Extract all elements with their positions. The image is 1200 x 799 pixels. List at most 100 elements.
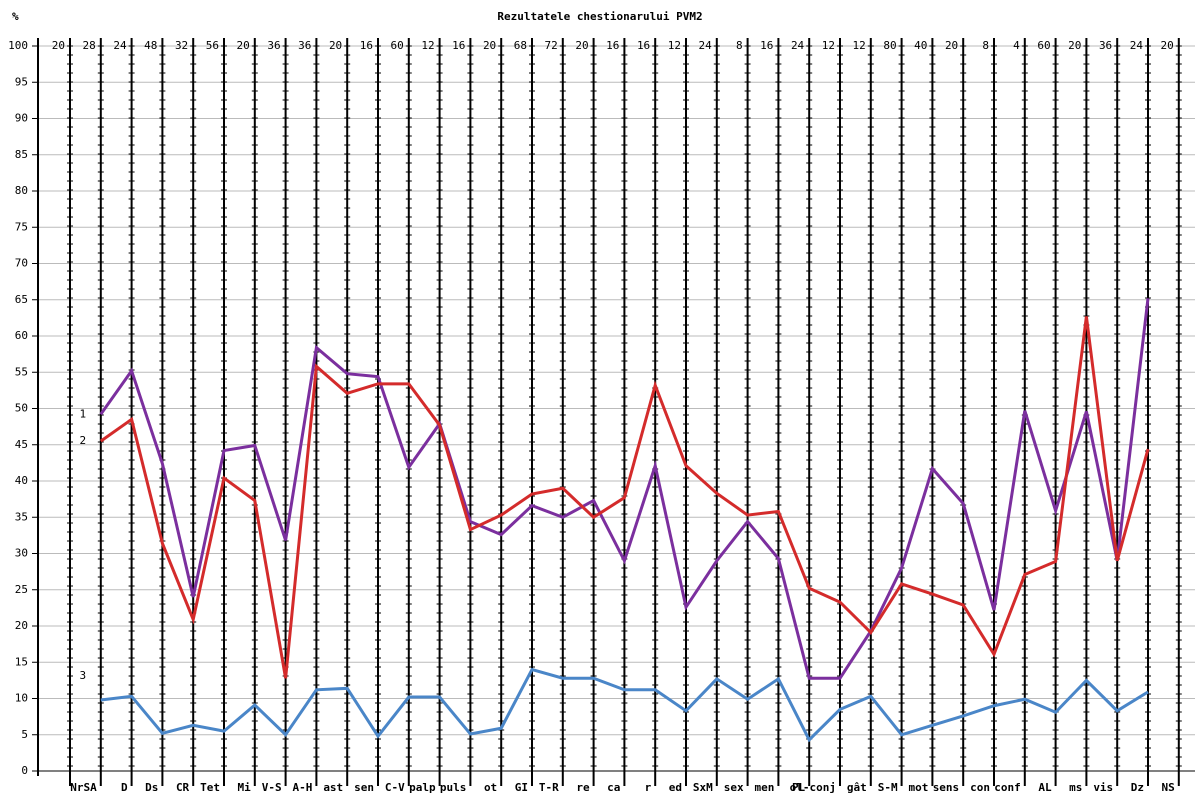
scale-max-label: 16 (637, 39, 650, 52)
scale-max-label: 24 (699, 39, 713, 52)
y-tick-label: 10 (15, 692, 28, 705)
x-tick-label: sex (724, 781, 744, 794)
series-line (100, 667, 1149, 743)
x-tick-label: T-R (539, 781, 559, 794)
y-tick-label: 75 (15, 220, 28, 233)
y-tick-label: 80 (15, 184, 28, 197)
scale-max-label: 56 (206, 39, 219, 52)
x-tick-label: AL (1038, 781, 1052, 794)
x-tick-label: r (645, 781, 652, 794)
x-tick-label: ca (607, 781, 620, 794)
y-tick-label: 35 (15, 510, 28, 523)
x-tick-label: vis (1093, 781, 1113, 794)
scale-max-label: 48 (144, 39, 157, 52)
x-tick-label: gât (847, 781, 867, 794)
scale-max-label: 20 (329, 39, 342, 52)
scale-max-label: 16 (360, 39, 373, 52)
y-tick-label: 30 (15, 547, 28, 560)
scale-max-label: 72 (545, 39, 558, 52)
x-tick-label: CR (176, 781, 190, 794)
scale-max-label: 40 (914, 39, 927, 52)
y-tick-label: 70 (15, 257, 28, 270)
scale-max-label: 8 (982, 39, 989, 52)
scale-max-label: 32 (175, 39, 188, 52)
y-tick-label: 20 (15, 619, 28, 632)
scale-max-label: 16 (452, 39, 465, 52)
x-tick-label: con (970, 781, 990, 794)
x-tick-label: PL (792, 781, 806, 794)
series-line (99, 316, 1150, 679)
chart-title: Rezultatele chestionarului PVM2 (497, 10, 702, 23)
x-tick-label: mot (909, 781, 929, 794)
scale-max-label: 20 (1068, 39, 1081, 52)
scale-max-label: 24 (113, 39, 127, 52)
scale-max-label: 12 (853, 39, 866, 52)
scale-max-label: 60 (1037, 39, 1050, 52)
x-tick-label: A-H (293, 781, 313, 794)
scale-max-label: 12 (822, 39, 835, 52)
series-label: 1 (79, 407, 86, 420)
x-tick-label: men (755, 781, 775, 794)
x-tick-label: V-S (262, 781, 282, 794)
series-label: 3 (79, 669, 86, 682)
y-tick-label: 0 (21, 764, 28, 777)
y-tick-label: 40 (15, 474, 28, 487)
x-tick-label: ot (484, 781, 497, 794)
scale-max-label: 24 (1130, 39, 1144, 52)
y-tick-label: 95 (15, 75, 28, 88)
scale-max-label: 20 (945, 39, 958, 52)
x-tick-label: ms (1069, 781, 1082, 794)
y-tick-label: 50 (15, 402, 28, 415)
scale-max-label: 24 (791, 39, 805, 52)
scale-max-label: 60 (391, 39, 404, 52)
scale-max-label: 36 (267, 39, 280, 52)
y-tick-label: 90 (15, 112, 28, 125)
x-tick-label: D (121, 781, 128, 794)
y-tick-label: 85 (15, 148, 28, 161)
x-tick-label: puls (440, 781, 467, 794)
y-axis-label: % (12, 10, 19, 23)
x-tick-label: S-M (878, 781, 898, 794)
series-line (99, 298, 1150, 680)
scale-max-label: 8 (736, 39, 743, 52)
scale-max-label: 20 (575, 39, 588, 52)
y-tick-label: 5 (21, 728, 28, 741)
x-tick-label: ast (323, 781, 343, 794)
x-tick-label: C-V (385, 781, 405, 794)
x-tick-label: NrSA (70, 781, 97, 794)
x-tick-label: Ds (145, 781, 158, 794)
x-tick-label: ol-conj (790, 781, 836, 794)
x-tick-label: GI (515, 781, 528, 794)
scale-max-label: 16 (606, 39, 619, 52)
y-tick-label: 45 (15, 438, 28, 451)
x-tick-label: ed (669, 781, 682, 794)
x-tick-label: Dz (1131, 781, 1144, 794)
x-tick-label: sen (354, 781, 374, 794)
y-tick-label: 25 (15, 583, 28, 596)
scale-max-label: 20 (1161, 39, 1174, 52)
x-tick-label: sens (933, 781, 960, 794)
y-tick-label: 65 (15, 293, 28, 306)
scale-max-label: 68 (514, 39, 527, 52)
scale-max-label: 12 (421, 39, 434, 52)
x-tick-label: conf (994, 781, 1021, 794)
x-tick-label: re (576, 781, 590, 794)
scale-max-label: 16 (760, 39, 773, 52)
scale-max-label: 4 (1013, 39, 1020, 52)
scale-max-label: 28 (83, 39, 96, 52)
scale-max-label: 20 (483, 39, 496, 52)
x-tick-label: Mi (238, 781, 252, 794)
x-tick-label: Tet (200, 781, 220, 794)
scale-max-label: 36 (298, 39, 311, 52)
scale-max-label: 80 (883, 39, 896, 52)
y-tick-label: 55 (15, 365, 28, 378)
y-tick-label: 100 (8, 39, 28, 52)
y-tick-label: 60 (15, 329, 28, 342)
x-tick-label: palp (409, 781, 436, 794)
scale-max-label: 20 (52, 39, 65, 52)
scale-max-label: 12 (668, 39, 681, 52)
y-tick-label: 15 (15, 655, 28, 668)
